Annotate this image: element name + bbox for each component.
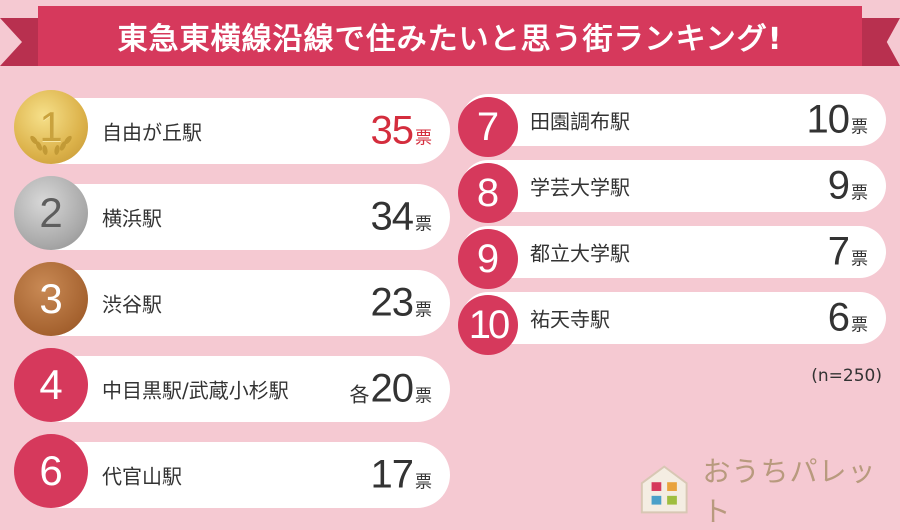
vote-unit: 票 [415, 300, 432, 321]
laurel-icon [30, 135, 72, 155]
station-name: 横浜駅 [102, 206, 162, 231]
vote-count: 各 20 票 [350, 367, 433, 412]
vote-unit: 票 [415, 386, 432, 407]
rank-badge: 2 [14, 176, 88, 250]
rank-number: 10 [468, 302, 510, 347]
rank-number: 9 [476, 236, 500, 281]
brand-name: おうちパレット [702, 455, 877, 528]
vote-unit: 票 [851, 183, 868, 204]
station-name: 都立大学駅 [530, 241, 630, 266]
rank-badge: 9 [458, 229, 518, 289]
rank-badge: 6 [14, 434, 88, 508]
rank-number: 3 [39, 275, 63, 322]
rank-badge: 1 [14, 90, 88, 164]
vote-number: 10 [806, 97, 850, 142]
chart-title: 東急東横線沿線で住みたいと思う街ランキング! [117, 22, 783, 57]
rank-badge: 10 [458, 295, 518, 355]
vote-count: 34 票 [371, 195, 433, 240]
vote-unit: 票 [851, 315, 868, 336]
vote-count: 35 票 [371, 109, 433, 154]
vote-number: 9 [827, 163, 850, 208]
rank-badge: 7 [458, 97, 518, 157]
station-name: 自由が丘駅 [102, 120, 202, 145]
vote-number: 35 [370, 108, 414, 153]
ranking-row: 学芸大学駅 9 票 [462, 160, 886, 212]
ranking-row: 渋谷駅 23 票 [20, 270, 450, 336]
ranking-row: 祐天寺駅 6 票 [462, 292, 886, 344]
vote-number: 7 [827, 229, 850, 274]
vote-unit: 票 [851, 117, 868, 138]
station-name: 田園調布駅 [530, 109, 630, 134]
vote-count: 17 票 [371, 453, 433, 498]
ranking-row: 代官山駅 17 票 [20, 442, 450, 508]
ribbon-banner: 東急東横線沿線で住みたいと思う街ランキング! [38, 6, 862, 66]
title-ribbon: 東急東横線沿線で住みたいと思う街ランキング! [0, 0, 900, 80]
rank-number: 4 [39, 361, 63, 408]
ranking-row: 中目黒駅/武蔵小杉駅 各 20 票 [20, 356, 450, 422]
vote-number: 23 [370, 280, 414, 325]
vote-count: 23 票 [371, 281, 433, 326]
vote-number: 34 [370, 194, 414, 239]
rank-number: 7 [476, 104, 500, 149]
vote-number: 6 [827, 295, 850, 340]
vote-number: 20 [370, 366, 414, 411]
vote-number: 17 [370, 452, 414, 497]
rank-number: 6 [39, 447, 63, 494]
rank-badge: 4 [14, 348, 88, 422]
rank-badge: 8 [458, 163, 518, 223]
house-logo-icon [640, 465, 688, 514]
ranking-row: 横浜駅 34 票 [20, 184, 450, 250]
rank-number: 2 [39, 189, 63, 236]
rank-number: 1 [39, 103, 63, 150]
station-name: 学芸大学駅 [530, 175, 630, 200]
rank-badge: 3 [14, 262, 88, 336]
station-name: 代官山駅 [102, 464, 182, 489]
station-name: 中目黒駅/武蔵小杉駅 [102, 378, 289, 403]
vote-unit: 票 [415, 472, 432, 493]
station-name: 祐天寺駅 [530, 307, 610, 332]
ranking-row: 都立大学駅 7 票 [462, 226, 886, 278]
station-name: 渋谷駅 [102, 292, 162, 317]
ranking-row: 田園調布駅 10 票 [462, 94, 886, 146]
ranking-row: 自由が丘駅 35 票 [20, 98, 450, 164]
brand-logo: おうちパレット [636, 450, 900, 530]
vote-unit: 票 [851, 249, 868, 270]
sample-size-note: (n=250) [811, 366, 882, 386]
vote-count: 10 票 [807, 98, 869, 143]
vote-prefix: 各 [349, 382, 370, 407]
rank-number: 8 [476, 170, 500, 215]
vote-unit: 票 [415, 128, 432, 149]
vote-unit: 票 [415, 214, 432, 235]
